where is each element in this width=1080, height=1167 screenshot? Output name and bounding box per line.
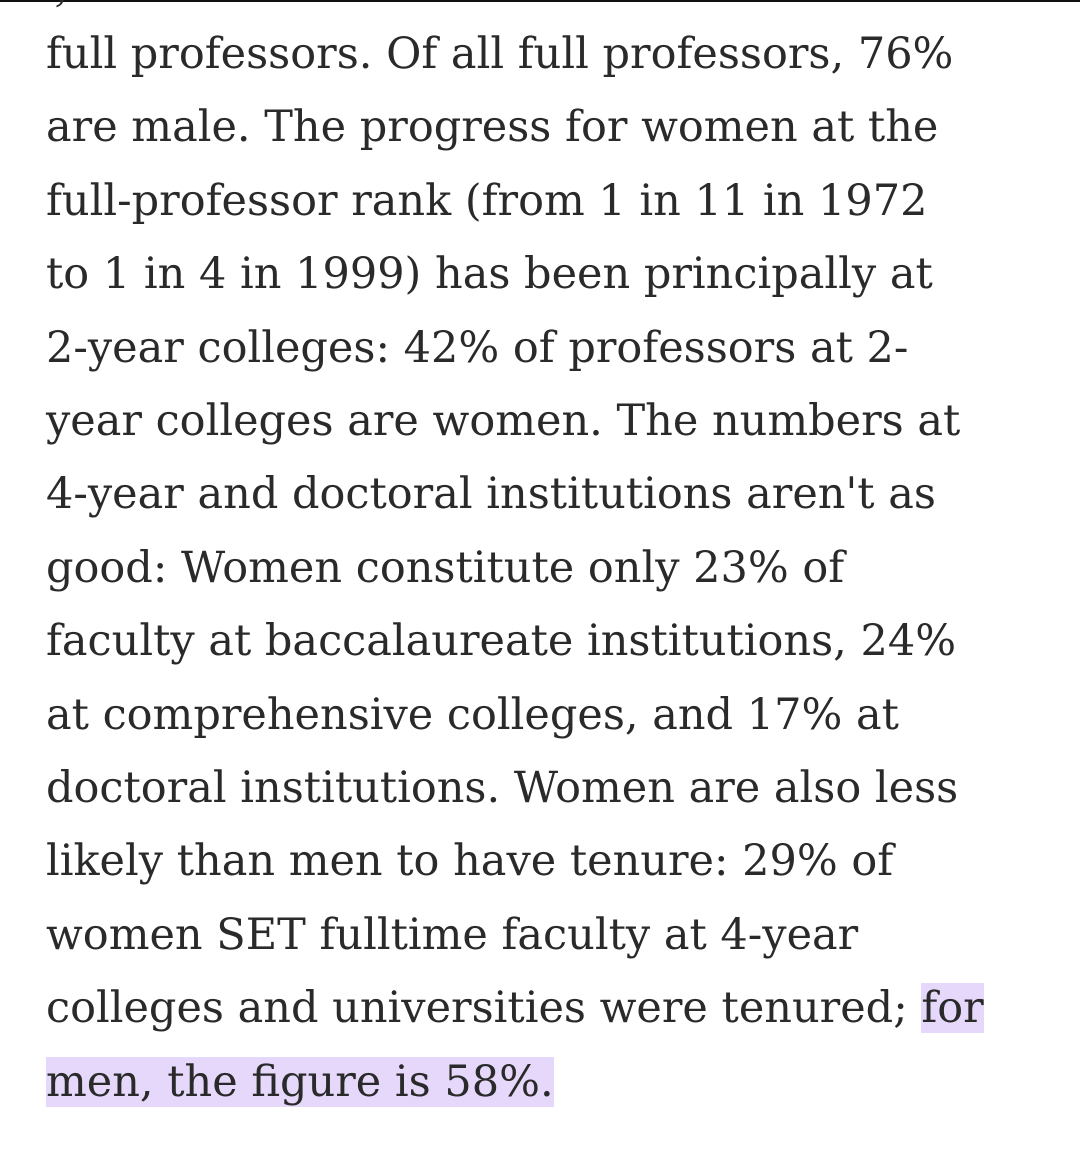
article-line-6: year colleges are women. The numbers at <box>46 396 961 447</box>
article-line-3: full-professor rank (from 1 in 11 in 197… <box>46 175 928 226</box>
article-line-7: 4-year and doctoral institutions aren't … <box>46 469 936 520</box>
article-line-15: men, the figure is 58%. <box>46 1046 1056 1119</box>
article-line-1: full professors. Of all full professors,… <box>46 29 954 79</box>
top-divider <box>0 0 1080 2</box>
article-line-5: 2-year colleges: 42% of professors at 2- <box>46 322 909 373</box>
article-line-11: doctoral institutions. Women are also le… <box>46 763 959 814</box>
article-line-4: to 1 in 4 in 1999) has been principally … <box>46 249 933 300</box>
article-line-8: good: Women constitute only 23% of <box>46 542 845 593</box>
article-line-12: likely than men to have tenure: 29% of <box>46 836 894 887</box>
cut-off-previous-line: ', <box>46 0 67 21</box>
article-line-10: at comprehensive colleges, and 17% at <box>46 689 899 740</box>
article-line-13: women SET fulltime faculty at 4-year <box>46 909 859 960</box>
highlighted-text[interactable]: for <box>921 983 984 1034</box>
article-body: full professors. Of all full professors,… <box>46 18 1056 1119</box>
article-line-14: colleges and universities were tenured; … <box>46 972 1056 1045</box>
article-line-14-text: colleges and universities were tenured; <box>46 983 922 1034</box>
article-line-2: are male. The progress for women at the <box>46 102 939 153</box>
highlighted-text-continued[interactable]: men, the figure is 58%. <box>46 1056 554 1107</box>
article-line-9: faculty at baccalaureate institutions, 2… <box>46 616 957 667</box>
